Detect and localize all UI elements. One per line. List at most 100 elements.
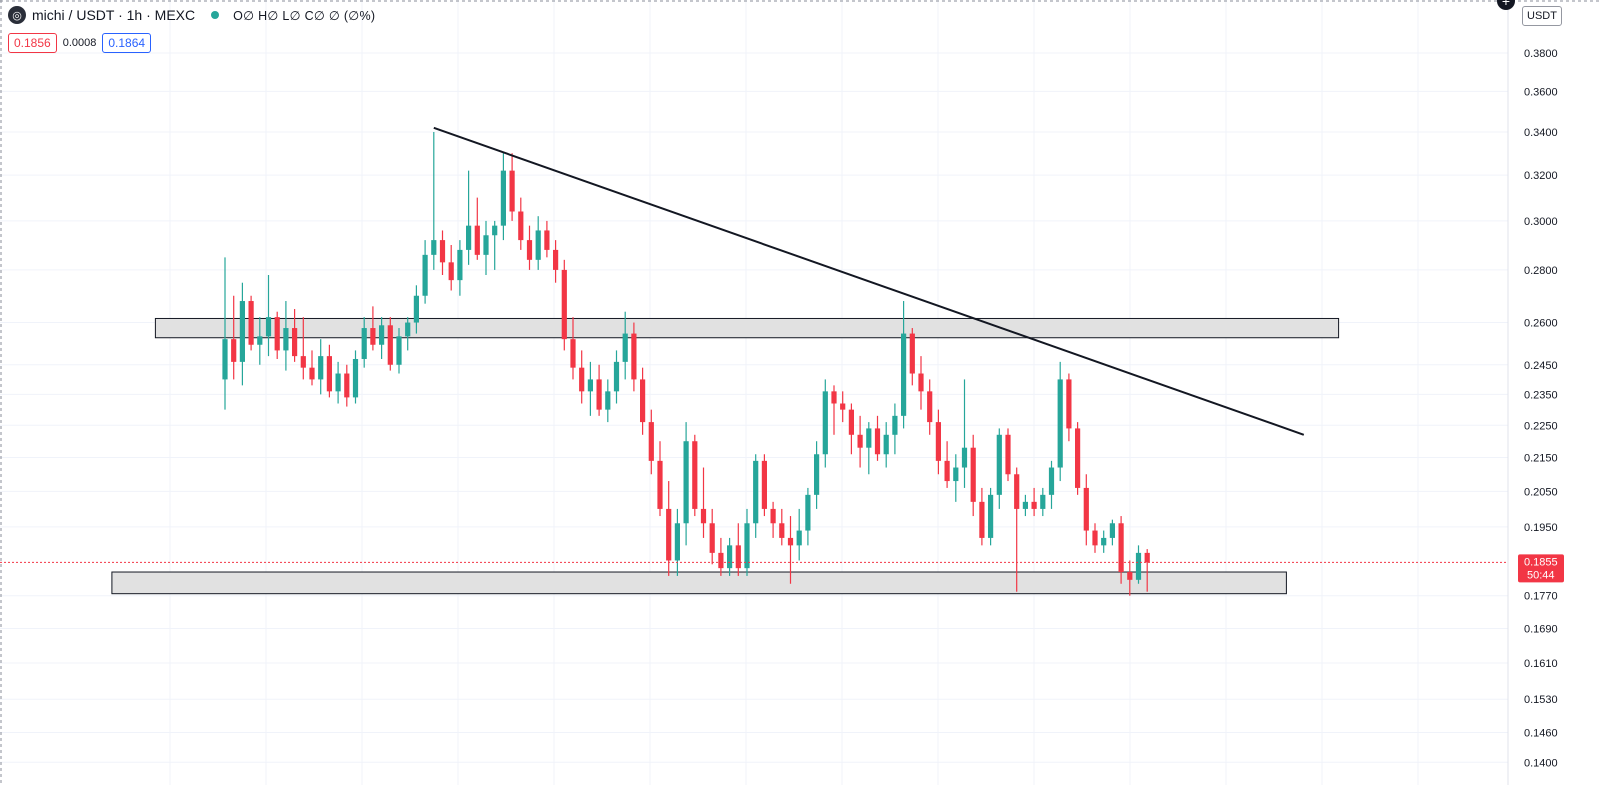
candle-body xyxy=(1048,467,1055,495)
price-tick-label: 0.3800 xyxy=(1524,48,1558,60)
candle-body xyxy=(318,356,324,380)
candle-body xyxy=(518,211,524,241)
candle-body xyxy=(361,328,367,359)
candle-body xyxy=(961,447,968,468)
candlestick-series xyxy=(222,132,1150,596)
candle-body xyxy=(579,367,585,392)
candle-body xyxy=(892,415,898,435)
candle-body xyxy=(396,336,402,365)
candle-body xyxy=(500,170,506,226)
candle-body xyxy=(1040,494,1046,509)
candle-body xyxy=(257,336,263,345)
resistance-zone[interactable] xyxy=(154,317,1340,339)
candle-body xyxy=(1092,530,1098,546)
candle-body xyxy=(901,333,907,416)
candle-body xyxy=(1057,379,1063,468)
candle-body xyxy=(927,391,933,423)
price-tick-label: 0.2800 xyxy=(1524,265,1558,277)
candle-body xyxy=(344,373,350,398)
candle-body xyxy=(1083,487,1089,531)
candle-body xyxy=(326,356,332,392)
candle-body xyxy=(935,422,941,461)
price-tick-label: 0.3400 xyxy=(1524,127,1558,139)
candle-body xyxy=(753,460,759,524)
candle-body xyxy=(457,249,463,281)
candle-body xyxy=(596,379,602,410)
plus-icon[interactable]: + xyxy=(1497,0,1515,10)
price-tick-label: 0.2600 xyxy=(1524,318,1558,330)
candle-body xyxy=(535,230,541,260)
candle-body xyxy=(683,441,689,524)
candle-body xyxy=(526,240,533,260)
candle-body xyxy=(735,545,741,569)
candle-body xyxy=(700,508,707,524)
candle-body xyxy=(866,428,872,448)
trendline[interactable] xyxy=(433,126,1305,436)
candle-body xyxy=(953,467,959,482)
candle-body xyxy=(561,269,567,340)
chart-zones[interactable] xyxy=(111,317,1340,595)
candle-body xyxy=(448,262,454,281)
candle-body xyxy=(770,508,776,524)
candle-body xyxy=(648,422,654,461)
candle-body xyxy=(248,301,254,345)
candle-body xyxy=(674,523,680,561)
buy-price-button[interactable]: 0.1864 xyxy=(102,33,152,53)
candle-body xyxy=(831,391,837,404)
candle-body xyxy=(370,328,376,345)
price-tick-label: 0.1400 xyxy=(1524,757,1558,769)
candle-body xyxy=(944,460,950,482)
candle-body xyxy=(553,249,559,270)
candle-body xyxy=(309,367,315,380)
currency-button[interactable]: USDT xyxy=(1522,6,1562,26)
price-tick-label: 0.1690 xyxy=(1524,624,1558,636)
candle-body xyxy=(570,339,576,368)
price-tick-label: 0.1610 xyxy=(1524,658,1558,670)
price-tick-label: 0.2450 xyxy=(1524,360,1558,372)
candle-body xyxy=(857,434,863,448)
bar-countdown-label: 50:44 xyxy=(1527,569,1555,581)
candle-body xyxy=(1005,434,1011,475)
candle-body xyxy=(1075,428,1081,488)
candle-body xyxy=(727,545,733,569)
candle-body xyxy=(587,379,593,392)
candle-body xyxy=(1101,537,1107,546)
candle-body xyxy=(466,225,472,250)
symbol-legend: ◎ michi / USDT · 1h · MEXC O∅ H∅ L∅ C∅ ∅… xyxy=(8,6,375,24)
candle-body xyxy=(335,373,341,392)
candle-body xyxy=(265,317,272,337)
candle-body xyxy=(422,254,428,296)
candle-body xyxy=(413,295,419,323)
candle-body xyxy=(387,325,393,365)
candle-body xyxy=(439,240,446,263)
candle-body xyxy=(718,552,724,569)
support-zone[interactable] xyxy=(111,571,1287,595)
candle-body xyxy=(709,523,715,553)
ohlc-values: O∅ H∅ L∅ C∅ ∅ (∅%) xyxy=(233,8,376,23)
symbol-title[interactable]: michi / USDT · 1h · MEXC xyxy=(32,7,196,23)
candle-body xyxy=(431,240,437,255)
chart-drawings[interactable] xyxy=(0,126,1508,563)
candle-body xyxy=(787,537,794,546)
market-status-icon xyxy=(211,11,220,19)
candle-body xyxy=(492,225,498,236)
price-axis[interactable]: 0.3800 0.3600 0.3400 0.3200 0.3000 0.2800 0.26… xyxy=(1507,0,1599,785)
price-tick-label: 0.2350 xyxy=(1524,389,1558,401)
sell-price-button[interactable]: 0.1856 xyxy=(8,33,57,53)
candle-body xyxy=(1118,523,1124,573)
candle-body xyxy=(814,454,820,495)
candle-body xyxy=(544,230,550,250)
candle-body xyxy=(744,523,750,569)
candle-body xyxy=(605,391,611,410)
candle-body xyxy=(292,328,298,357)
price-tick-label: 0.1530 xyxy=(1524,694,1558,706)
candle-body xyxy=(909,333,915,374)
candle-body xyxy=(283,328,289,351)
price-tick-label: 0.2050 xyxy=(1524,486,1558,498)
candle-body xyxy=(822,391,828,455)
candle-body xyxy=(1014,474,1020,509)
candle-body xyxy=(222,339,228,380)
candle-body xyxy=(657,460,663,509)
candle-body xyxy=(692,441,698,509)
